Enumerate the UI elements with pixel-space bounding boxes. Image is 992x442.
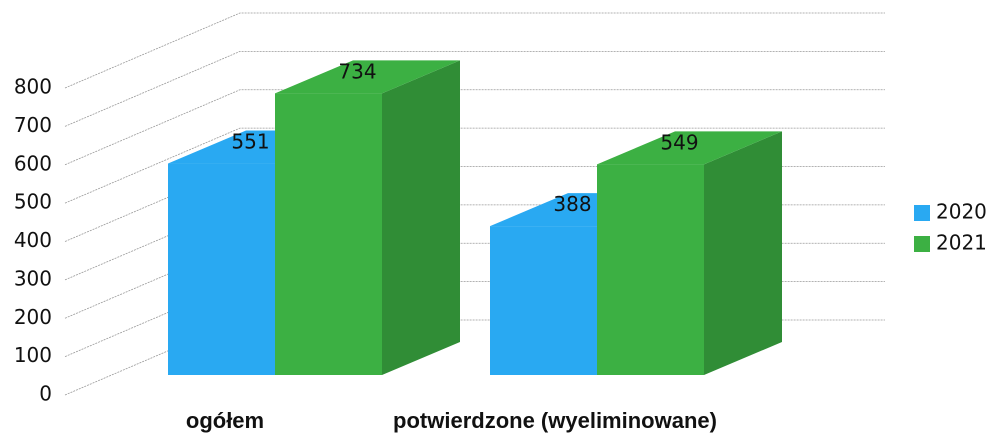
y-tick-label: 600	[14, 151, 52, 175]
legend-swatch	[914, 236, 930, 252]
value-label: 734	[338, 59, 376, 83]
grid-line	[64, 89, 885, 166]
y-tick-label: 100	[14, 343, 52, 367]
bar-side	[382, 60, 460, 375]
x-tick-label: ogółem	[186, 408, 264, 433]
grid-line	[64, 12, 885, 89]
grid-line	[64, 50, 885, 127]
value-label: 551	[231, 130, 269, 154]
value-label: 388	[553, 192, 591, 216]
bar	[597, 164, 704, 375]
y-tick-label: 200	[14, 305, 52, 329]
y-tick-label: 500	[14, 190, 52, 214]
y-tick-label: 0	[39, 382, 52, 406]
y-tick-label: 300	[14, 266, 52, 290]
legend-label: 2020	[936, 200, 987, 224]
bar-top	[597, 131, 782, 165]
y-tick-label: 700	[14, 113, 52, 137]
legend-label: 2021	[936, 231, 987, 255]
bar	[168, 163, 275, 375]
value-label: 549	[660, 130, 698, 154]
bar-top	[275, 60, 460, 94]
y-tick-label: 800	[14, 75, 52, 99]
x-tick-label: potwierdzone (wyeliminowane)	[393, 408, 717, 433]
grid-line	[64, 127, 885, 204]
y-tick-label: 400	[14, 228, 52, 252]
bar-side	[704, 131, 782, 375]
legend-swatch	[914, 205, 930, 221]
bar	[275, 93, 382, 375]
bar	[490, 226, 597, 375]
